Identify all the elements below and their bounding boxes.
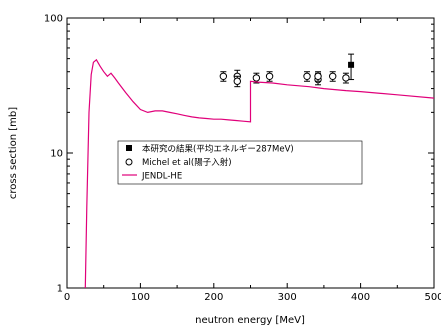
- x-tick-label: 300: [278, 292, 297, 303]
- y-tick-label: 100: [44, 14, 63, 25]
- legend-marker-open-circle: [125, 158, 133, 166]
- data-point-michel: [342, 74, 350, 82]
- legend-marker-filled-square: [126, 145, 132, 151]
- data-point-michel: [252, 74, 261, 82]
- x-tick-label: 0: [64, 292, 70, 303]
- data-point-michel: [329, 72, 337, 80]
- data-point-michel: [265, 72, 274, 80]
- data-point-this-study: [348, 61, 355, 68]
- legend: 本研究の結果(平均エネルギー287MeV) Michel et al(陽子入射)…: [117, 140, 363, 185]
- x-tick-label: 400: [351, 292, 370, 303]
- data-point-michel: [314, 72, 322, 80]
- data-point-michel: [233, 77, 241, 85]
- legend-box: [117, 140, 363, 185]
- y-tick-label: 10: [50, 149, 63, 160]
- legend-label-this-study: 本研究の結果(平均エネルギー287MeV): [142, 144, 294, 155]
- series-layer: [84, 53, 435, 289]
- x-axis-label: neutron energy [MeV]: [195, 315, 305, 326]
- x-tick-label: 100: [131, 292, 150, 303]
- jendl-he-line: [84, 58, 435, 289]
- y-axis: 1 10 100: [44, 14, 434, 295]
- x-tick-label: 200: [204, 292, 223, 303]
- legend-label-jendl: JENDL-HE: [141, 172, 182, 182]
- y-tick-label: 1: [57, 284, 63, 295]
- x-axis: 0 100 200 300 400 500: [64, 18, 441, 303]
- x-tick-label: 500: [424, 292, 441, 303]
- y-axis-label: cross section [mb]: [8, 107, 19, 199]
- data-point-michel: [303, 72, 311, 80]
- legend-label-michel: Michel et al(陽子入射): [142, 157, 232, 168]
- data-point-michel: [219, 72, 228, 80]
